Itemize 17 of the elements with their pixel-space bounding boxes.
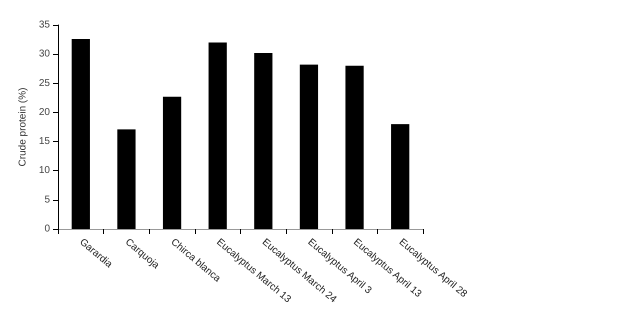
y-axis-title: Crude protein (%) [17, 88, 28, 166]
y-tick-label: 30 [38, 48, 50, 60]
bar [162, 96, 182, 229]
bar [391, 124, 410, 229]
bar [345, 66, 364, 229]
y-tick-label: 20 [38, 106, 50, 118]
bar [72, 38, 90, 229]
y-tick-label: 5 [44, 194, 50, 206]
y-tick-label: 35 [38, 20, 50, 30]
bar [254, 52, 272, 229]
bar [117, 129, 136, 229]
bar [300, 64, 318, 229]
y-tick-label: 10 [38, 165, 50, 176]
bar [208, 42, 227, 229]
y-tick-label: 0 [44, 224, 50, 234]
y-tick-label: 15 [38, 136, 50, 148]
y-tick-label: 25 [38, 78, 50, 89]
